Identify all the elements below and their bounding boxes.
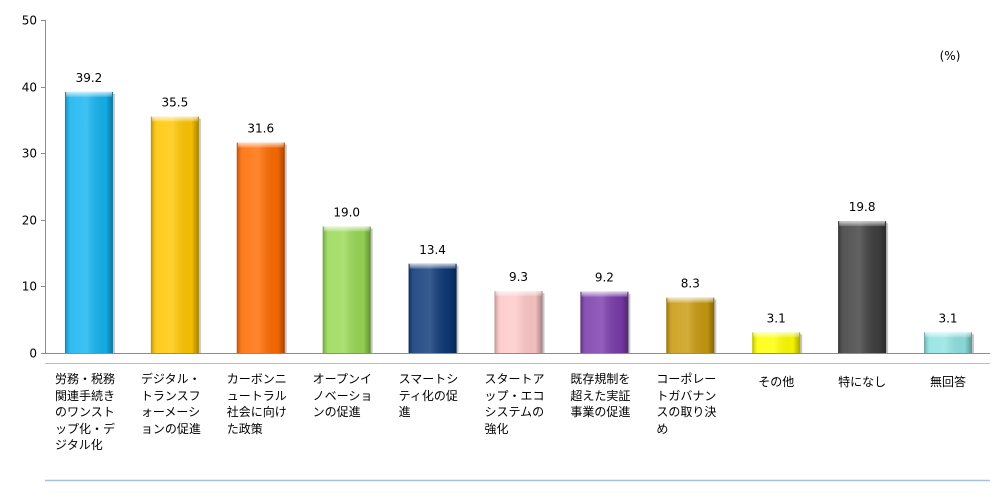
bar-shading-4: [322, 226, 371, 353]
bar-3: [236, 142, 287, 353]
category-label-cell-10: 特になし: [819, 371, 905, 391]
value-label-9: 3.1: [767, 311, 786, 325]
category-label-cell-6: スタートアップ・エコシステムの強化: [476, 371, 562, 437]
y-tick-label-40: 40: [22, 81, 37, 95]
bar-top-bevel-6: [495, 291, 542, 297]
category-label-10: 特になし: [838, 375, 887, 389]
bar-top-bevel-4: [323, 226, 370, 232]
category-label-6: スタートアップ・エコシステムの強化: [484, 372, 545, 436]
bar-top-bevel-3: [237, 142, 284, 148]
category-label-cell-1: 労務・税務関連手続きのワンストップ化・デジタル化: [46, 371, 132, 454]
category-label-2: デジタル・トランスフォーメーションの促進: [140, 372, 201, 436]
value-label-6: 9.3: [509, 270, 528, 284]
bar-4: [322, 226, 373, 353]
value-label-8: 8.3: [681, 277, 700, 291]
value-label-1: 39.2: [76, 71, 103, 85]
bar-shading-9: [752, 332, 801, 353]
bar-top-bevel-11: [925, 332, 972, 338]
value-label-11: 3.1: [938, 311, 957, 325]
unit-label: (%): [940, 49, 961, 63]
y-tick-label-30: 30: [22, 147, 37, 161]
bar-shading-10: [838, 221, 887, 353]
value-label-7: 9.2: [595, 271, 614, 285]
bar-5: [408, 263, 459, 353]
category-label-1: 労務・税務関連手続きのワンストップ化・デジタル化: [54, 372, 115, 452]
category-label-4: オープンイノベーションの促進: [312, 372, 373, 419]
bar-top-bevel-7: [581, 291, 628, 297]
bar-shading-8: [666, 297, 715, 353]
bar-2: [150, 116, 201, 353]
bar-shading-3: [236, 142, 285, 353]
bar-top-bevel-10: [839, 221, 886, 227]
bar-1: [64, 91, 115, 353]
value-label-2: 35.5: [162, 96, 189, 110]
value-label-10: 19.8: [849, 200, 876, 214]
value-label-3: 31.6: [247, 122, 274, 136]
y-tick-label-0: 0: [29, 347, 37, 361]
bar-6: [494, 291, 545, 353]
bar-7: [580, 291, 631, 353]
category-label-8: コーポレートガバナンスの取り決め: [656, 372, 717, 436]
y-tick-label-10: 10: [22, 280, 37, 294]
bar-shading-1: [64, 91, 113, 353]
bar-top-bevel-9: [753, 332, 800, 338]
bar-shading-6: [494, 291, 543, 353]
axes: [45, 20, 990, 482]
y-tick-label-50: 50: [22, 14, 37, 28]
bar-10: [838, 221, 889, 353]
category-label-cell-11: 無回答: [905, 371, 991, 391]
bar-top-bevel-1: [65, 91, 112, 97]
category-label-cell-5: スマートシティ化の促進: [390, 371, 476, 421]
category-label-cell-3: カーボンニュートラル社会に向けた政策: [218, 371, 304, 437]
bar-8: [666, 297, 717, 353]
y-tick-label-20: 20: [22, 214, 37, 228]
bar-top-bevel-2: [151, 116, 198, 122]
category-label-cell-9: その他: [733, 371, 819, 391]
bar-shading-7: [580, 291, 629, 353]
bar-top-bevel-8: [667, 297, 714, 303]
y-axis-ticks: 0 10 20 30 40 50: [22, 14, 45, 361]
bars: [64, 91, 975, 353]
category-label-5: スマートシティ化の促進: [398, 372, 459, 419]
value-label-4: 19.0: [333, 205, 360, 219]
bar-shading-11: [924, 332, 973, 353]
bar-9: [752, 332, 803, 353]
bar-shading-2: [150, 116, 199, 353]
category-label-cell-2: デジタル・トランスフォーメーションの促進: [132, 371, 218, 437]
category-label-cell-4: オープンイノベーションの促進: [304, 371, 390, 421]
bar-11: [924, 332, 975, 353]
category-label-9: その他: [758, 375, 795, 389]
category-label-7: 既存規制を超えた実証事業の促進: [570, 372, 631, 419]
category-label-3: カーボンニュートラル社会に向けた政策: [226, 372, 287, 436]
category-label-cell-7: 既存規制を超えた実証事業の促進: [561, 371, 647, 421]
value-labels: 39.2 35.5 31.6 19.0 13.4 9.3 9.2 8.3 3.1 19.8 3.1: [76, 71, 958, 325]
bar-shading-5: [408, 263, 457, 353]
category-label-11: 無回答: [930, 375, 967, 389]
value-label-5: 13.4: [419, 243, 446, 257]
category-label-cell-8: コーポレートガバナンスの取り決め: [647, 371, 733, 437]
bar-top-bevel-5: [409, 263, 456, 269]
